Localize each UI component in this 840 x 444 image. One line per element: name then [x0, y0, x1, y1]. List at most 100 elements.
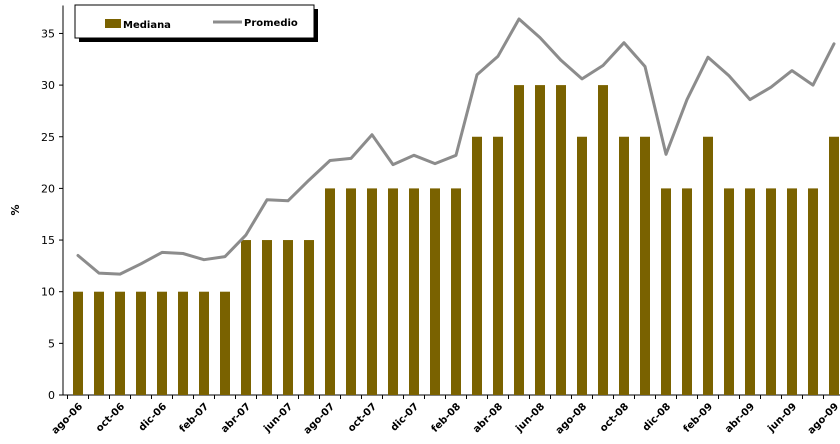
x-tick-label: abr-07 [219, 401, 253, 435]
legend: Mediana Promedio [74, 4, 318, 42]
line-point [685, 98, 689, 101]
bar [283, 240, 293, 395]
bar [346, 188, 356, 395]
line-point [496, 54, 500, 58]
line-point [349, 157, 353, 160]
bar [682, 188, 692, 395]
y-tick-label: 25 [41, 131, 55, 144]
line-point [664, 153, 668, 156]
line-point [160, 251, 164, 254]
line-point [265, 198, 269, 201]
x-tick-label: ago-09 [806, 401, 840, 436]
line-point [181, 252, 185, 255]
bar [220, 291, 230, 395]
x-tick-label: feb-07 [178, 401, 212, 435]
y-tick-label: 15 [41, 234, 55, 247]
bar [409, 188, 419, 395]
x-tick-label: oct-08 [598, 401, 631, 434]
x-tick-label: ago-08 [554, 401, 589, 436]
bar [829, 136, 839, 395]
x-tick-label: abr-09 [723, 401, 757, 435]
legend-label-promedio: Promedio [244, 18, 298, 29]
x-tick-label: dic-06 [137, 401, 169, 433]
legend-label-mediana: Mediana [123, 20, 171, 31]
bar [430, 188, 440, 395]
line-point [832, 42, 836, 45]
bar [367, 188, 377, 395]
line-point [223, 255, 227, 258]
bar [241, 240, 251, 395]
y-tick-label: 30 [41, 79, 55, 92]
line-point [580, 77, 584, 81]
line-point [76, 254, 80, 257]
line-point [538, 36, 542, 39]
line-point [139, 262, 143, 266]
x-tick-label: feb-08 [430, 401, 464, 435]
y-tick-label: 20 [41, 182, 55, 195]
bar [199, 291, 209, 395]
bar [178, 291, 188, 395]
y-axis-label: % [9, 204, 22, 215]
bar [787, 188, 797, 395]
line-point [559, 59, 563, 62]
bar [304, 240, 314, 395]
bar [94, 291, 104, 395]
bar [262, 240, 272, 395]
x-tick-label: ago-07 [302, 401, 337, 436]
bar [745, 188, 755, 395]
line-point [727, 74, 731, 78]
bar [724, 188, 734, 395]
line-point [811, 83, 815, 87]
line-point [286, 199, 290, 202]
bar [472, 136, 482, 395]
line-point [706, 56, 710, 59]
x-tick-label: jun-07 [261, 401, 295, 435]
bar [451, 188, 461, 395]
line-point [118, 272, 122, 276]
y-tick-label: 35 [41, 27, 55, 40]
line-point [307, 178, 311, 182]
line-point [97, 271, 101, 275]
line-point [769, 85, 773, 89]
line-point [517, 17, 521, 21]
bar [115, 291, 125, 395]
bar [577, 136, 587, 395]
bar [73, 291, 83, 395]
line-point [202, 258, 206, 261]
bar [808, 188, 818, 395]
x-tick-label: dic-08 [641, 401, 673, 433]
x-tick-label: abr-08 [471, 401, 505, 435]
bar [661, 188, 671, 395]
x-tick-label: feb-09 [682, 401, 716, 435]
x-tick-label: jun-08 [513, 401, 547, 435]
line-series [76, 17, 836, 276]
bar [556, 85, 566, 395]
bar [598, 85, 608, 395]
x-tick-label: ago-06 [50, 401, 85, 436]
x-tick-label: dic-07 [389, 401, 421, 433]
bar [640, 136, 650, 395]
line-point [601, 64, 605, 67]
bar [157, 291, 167, 395]
line-point [454, 154, 458, 157]
line-point [643, 65, 647, 68]
line-point [622, 41, 626, 44]
bar [493, 136, 503, 395]
x-tick-label: oct-07 [346, 401, 379, 434]
line-point [328, 159, 332, 162]
line-point [748, 98, 752, 101]
line-point [244, 233, 248, 237]
line-point [412, 154, 416, 157]
line-point [475, 73, 479, 76]
bar [136, 291, 146, 395]
bar [388, 188, 398, 395]
y-tick-label: 5 [48, 337, 55, 350]
bar [514, 85, 524, 395]
bar [766, 188, 776, 395]
x-axis: ago-06 oct-06 dic-06 feb-07 abr-07 jun-07 ago-… [50, 394, 840, 437]
bar [619, 136, 629, 395]
x-tick-label: oct-06 [94, 401, 127, 434]
bar [703, 136, 713, 395]
legend-swatch-mediana [105, 19, 121, 28]
